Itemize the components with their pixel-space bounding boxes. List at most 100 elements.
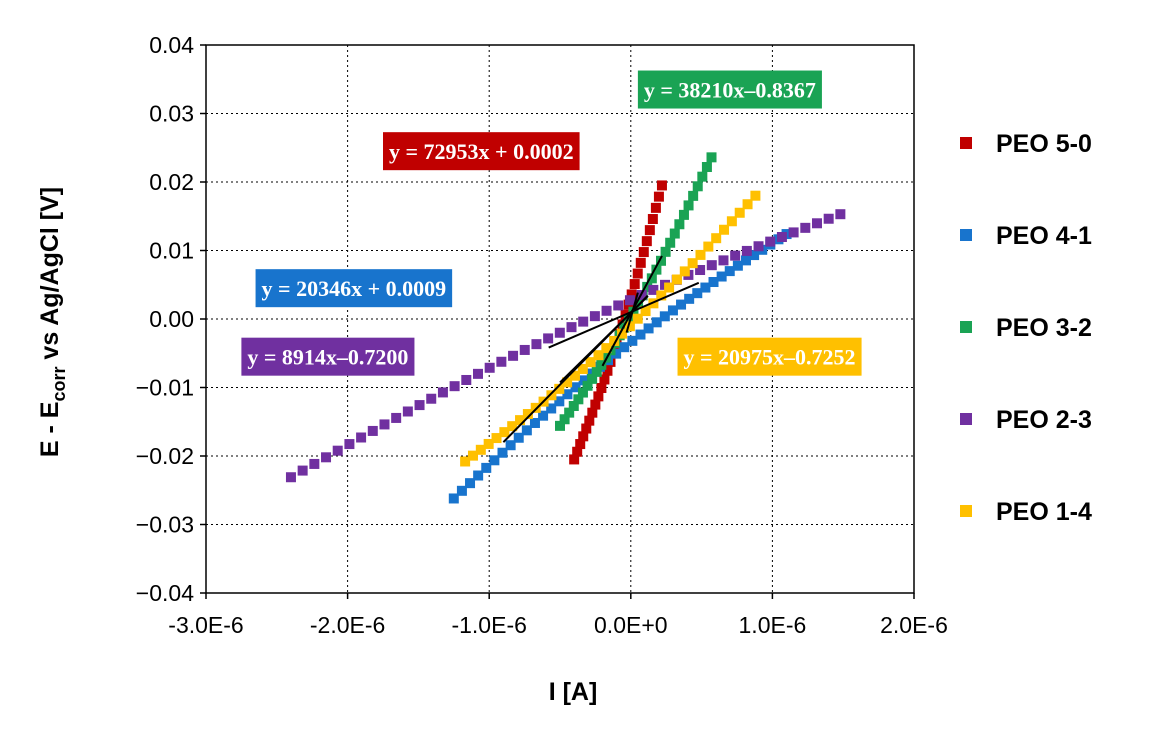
data-point [591,366,602,377]
y-tick-label: −0.03 [136,512,194,538]
data-point [285,472,296,483]
data-point [543,333,554,344]
data-point [644,225,655,236]
equation-label-background [637,70,822,109]
data-point [590,399,601,410]
equation-label-background [241,337,415,376]
data-point [660,246,671,257]
equation-label-text: y = 38210x–0.8367 [644,78,816,103]
data-point [577,363,588,374]
equation-label-text: y = 8914x–0.7200 [247,345,408,370]
data-point [695,265,706,276]
data-point [648,284,659,295]
data-point [564,407,575,418]
data-point [692,288,703,299]
data-point [379,419,390,430]
data-point [656,255,667,266]
grid [205,44,915,594]
data-point [734,207,745,218]
equation-label-background [677,337,862,376]
data-point [678,209,689,220]
data-point [465,478,476,489]
data-point [555,420,565,431]
data-point [332,445,343,456]
data-point [602,365,613,376]
data-point [497,447,508,458]
data-point [578,316,589,327]
data-point [629,279,640,290]
data-point [650,202,661,213]
data-point [426,393,437,404]
equation-label-background [383,132,580,171]
y-axis-title-main: E - E [36,402,64,458]
y-tick-label: 0.02 [149,169,194,195]
data-point [356,432,367,443]
data-point [572,446,583,457]
y-tick-label: 0.03 [149,101,194,127]
data-point [643,323,654,334]
y-tick-label: −0.01 [136,375,194,401]
data-point [484,362,495,373]
data-point [664,282,675,293]
data-point [627,335,638,346]
x-tick-label: 2.0E-6 [880,612,948,638]
data-point [835,209,846,220]
data-point [489,455,500,466]
data-point [472,368,483,379]
data-point [642,281,653,292]
data-point [706,260,717,271]
equation-label: y = 72953x + 0.0002 [383,132,580,171]
data-point [711,233,722,244]
data-point [449,381,460,392]
data-point [741,245,752,256]
data-point [460,456,471,467]
data-point [391,412,402,423]
data-point [656,290,667,301]
data-point [665,237,676,248]
data-point [706,152,717,163]
data-point [674,219,685,230]
data-point [776,232,787,243]
y-axis-title-sub: corr [49,367,69,402]
legend-marker [960,137,972,149]
data-point [508,350,519,361]
data-point [554,327,565,338]
data-point [700,282,711,293]
data-point [593,350,604,361]
data-point [599,374,610,385]
legend-entry: PEO 2-3 [960,406,1092,434]
data-point [569,370,580,381]
data-point [538,410,549,421]
data-point [448,493,459,504]
data-point [554,383,565,394]
data-point [577,387,588,398]
data-point [530,402,541,413]
data-point [732,260,743,271]
x-tick-label: -2.0E-6 [310,612,385,638]
data-point [635,329,646,340]
data-point [724,266,735,277]
data-point [578,431,589,442]
data-point [742,199,753,210]
data-point [546,390,557,401]
data-point [513,432,524,443]
data-point [578,375,589,386]
data-point [788,227,799,238]
data-point [703,241,714,252]
data-point [587,407,598,418]
y-axis-title: E - Ecorr vs Ag/AgCl [V] [36,187,69,457]
data-point [456,485,467,496]
equation-label: y = 20975x–0.7252 [677,337,862,376]
legend-label: PEO 2-3 [996,406,1092,434]
legend-entry: PEO 1-4 [960,498,1092,526]
data-point [695,249,706,260]
data-point [692,181,703,192]
y-tick-label: 0.04 [149,32,194,58]
data-point [566,322,577,333]
legend-marker [960,229,972,241]
data-point [708,277,719,288]
data-point [823,213,834,224]
data-point [321,452,332,463]
legend-label: PEO 1-4 [996,498,1092,526]
